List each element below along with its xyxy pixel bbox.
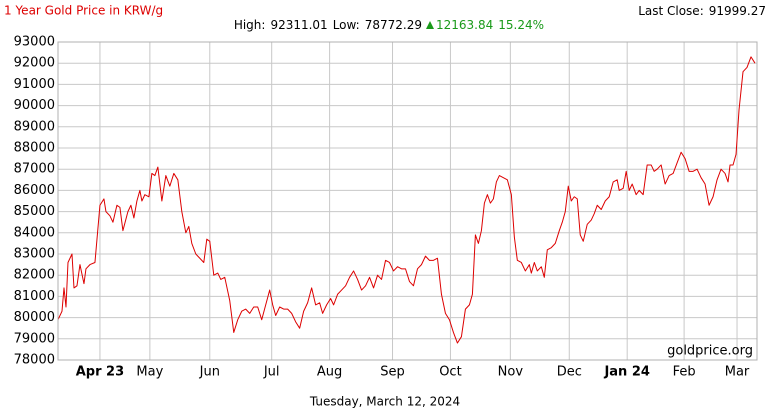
x-tick-label: Jul: [263, 365, 280, 380]
y-tick-label: 85000: [14, 204, 55, 219]
y-tick-label: 79000: [14, 331, 55, 346]
y-tick-label: 92000: [14, 56, 55, 71]
low-label: Low:: [333, 18, 360, 32]
low-value: 78772.29: [365, 18, 422, 32]
x-tick-label: Nov: [498, 365, 524, 380]
y-tick-label: 89000: [14, 119, 55, 134]
date-label: Tuesday, March 12, 2024: [309, 395, 460, 409]
y-tick-label: 86000: [14, 183, 55, 198]
high-value: 92311.01: [270, 18, 327, 32]
stats: High: 92311.01 Low: 78772.29: [234, 18, 422, 32]
last-close-label: Last Close:: [638, 4, 704, 18]
source: goldprice.org: [667, 344, 753, 359]
y-tick-label: 88000: [14, 141, 55, 156]
last-close-value: 91999.27: [709, 4, 766, 18]
x-tick-label: May: [136, 365, 163, 380]
chart-title: 1 Year Gold Price in KRW/g: [4, 4, 163, 18]
x-tick-label: Jan 24: [603, 365, 649, 380]
y-tick-label: 84000: [14, 225, 55, 240]
price-line: [57, 56, 756, 344]
x-tick-label: Mar: [725, 365, 750, 380]
y-tick-label: 83000: [14, 247, 55, 262]
plot-frame: [57, 41, 758, 361]
y-tick-label: 81000: [14, 289, 55, 304]
plot: 78000 79000 80000 81000 82000 83000 84000 85000…: [14, 35, 757, 380]
x-tick-label: Oct: [439, 365, 461, 380]
last-close: Last Close: 91999.27: [638, 4, 766, 18]
change-value: 12163.84: [436, 18, 493, 32]
y-tick-label: 91000: [14, 77, 55, 92]
x-tick-label: Apr 23: [76, 365, 124, 380]
y-tick-label: 87000: [14, 162, 55, 177]
up-arrow: [426, 21, 434, 29]
x-tick-label: Dec: [557, 365, 582, 380]
x-tick-label: Feb: [673, 365, 696, 380]
change: 12163.84 15.24%: [436, 18, 544, 32]
y-tick-label: 82000: [14, 268, 55, 283]
y-tick-label: 90000: [14, 98, 55, 113]
change-pct: 15.24%: [498, 18, 544, 32]
y-tick-label: 78000: [14, 353, 55, 368]
x-tick-label: Aug: [317, 365, 342, 380]
x-tick-label: Sep: [380, 365, 405, 380]
y-tick-label: 80000: [14, 310, 55, 325]
x-tick-label: Jun: [199, 365, 220, 380]
high-label: High:: [234, 18, 266, 32]
y-tick-label: 93000: [14, 35, 55, 50]
